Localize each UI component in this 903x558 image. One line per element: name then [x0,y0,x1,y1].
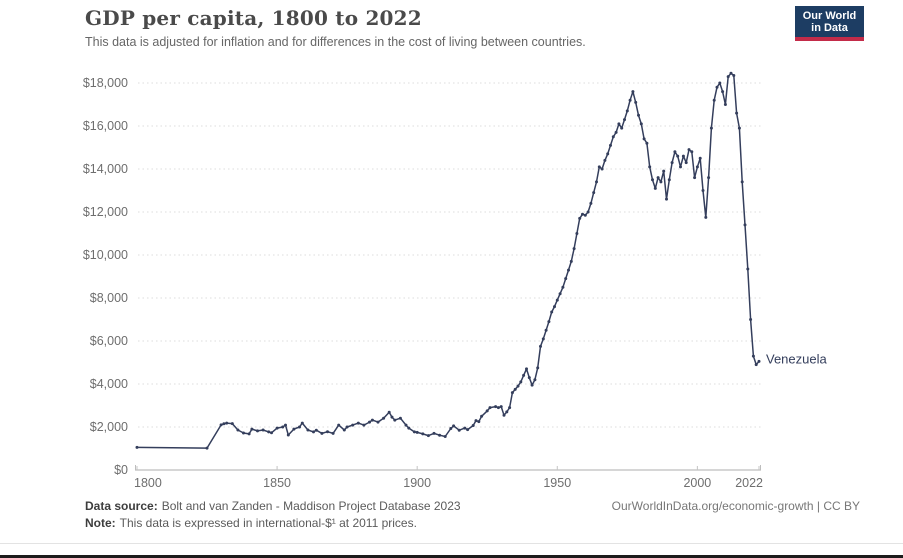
y-tick-label: $8,000 [90,291,128,305]
y-tick-label: $14,000 [83,162,128,176]
y-tick-label: $0 [114,463,128,477]
gridlines [138,82,763,428]
chart-footer: Data source: Bolt and van Zanden - Maddis… [85,498,860,531]
window-bottom-edge [0,555,903,558]
y-axis-labels: $0 $2,000 $4,000 $6,000 $8,000 $10,000 $12,000… [83,76,128,477]
x-tick-label: 2022 [735,476,763,490]
y-tick-label: $12,000 [83,205,128,219]
y-tick-label: $10,000 [83,248,128,262]
owid-logo-text: Our World in Data [795,6,864,37]
y-tick-label: $2,000 [90,420,128,434]
data-source-line: Data source: Bolt and van Zanden - Maddis… [85,498,461,515]
data-source-text: Bolt and van Zanden - Maddison Project D… [161,499,461,513]
data-source-label: Data source: [85,499,158,513]
series-line [136,72,760,449]
footer-separator [0,543,903,544]
owid-logo: Our World in Data [795,6,864,41]
series-markers [135,71,761,450]
chart-subtitle: This data is adjusted for inflation and … [85,35,586,49]
y-tick-label: $18,000 [83,76,128,90]
x-tick-label: 1900 [403,476,431,490]
x-tick-label: 1850 [263,476,291,490]
y-tick-label: $4,000 [90,377,128,391]
x-axis [135,465,761,471]
x-axis-labels: 1800 1850 1900 1950 2000 2022 [134,476,763,490]
page-title: GDP per capita, 1800 to 2022 [85,6,422,30]
note-text: This data is expressed in international-… [119,515,417,530]
y-tick-label: $16,000 [83,119,128,133]
x-tick-label: 1950 [543,476,571,490]
y-tick-label: $6,000 [90,334,128,348]
owid-link[interactable]: OurWorldInData.org/economic-growth | CC … [611,499,860,513]
owid-logo-accent-bar [795,37,864,41]
chart-header: GDP per capita, 1800 to 2022 This data i… [85,6,785,49]
note-label: Note: [85,515,116,530]
x-tick-label: 2000 [683,476,711,490]
note-line: Note: This data is expressed in internati… [85,515,461,532]
x-tick-label: 1800 [134,476,162,490]
series-label-venezuela: Venezuela [766,351,827,366]
footer-source-note: Data source: Bolt and van Zanden - Maddis… [85,498,461,531]
